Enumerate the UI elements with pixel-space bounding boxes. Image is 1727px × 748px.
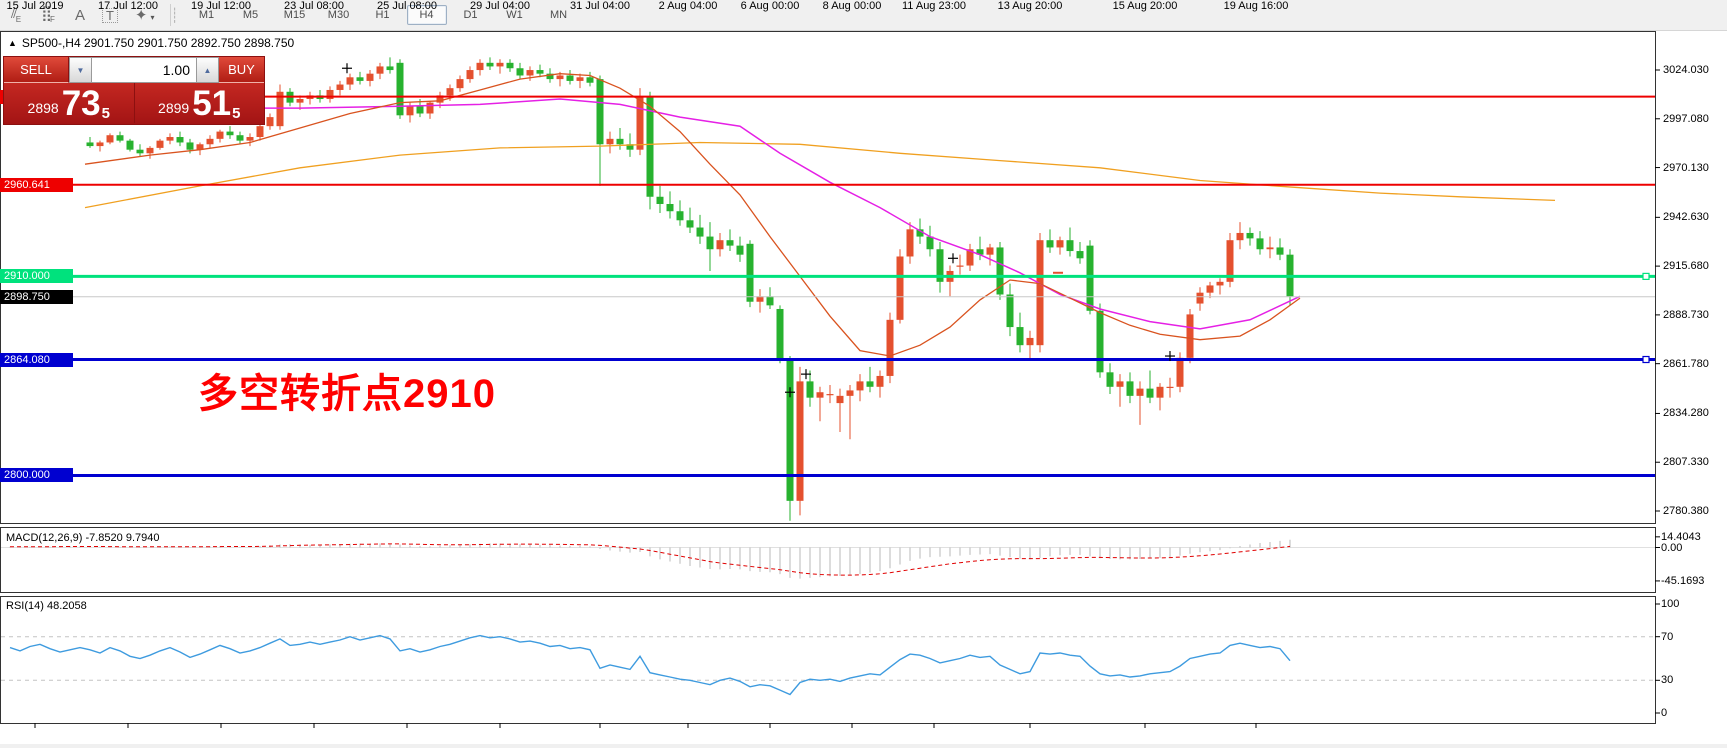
time-axis-label[interactable]: 19 Aug 16:00 [1223,0,1289,12]
chart-title: ▲ SP500-,H4 2901.750 2901.750 2892.750 28… [8,36,294,50]
window-bottom-strip [0,744,1727,748]
time-axis-label[interactable]: 25 Jul 08:00 [377,0,437,12]
timeframe-group: M1 M5 M15 M30 H1 H4 D1 W1 MN [187,5,579,25]
shapes-icon[interactable]: ✦ ▾ [134,6,155,24]
grid-icon[interactable]: ⣿F [41,5,55,24]
timeframe-button-m1[interactable]: M1 [198,9,215,21]
sell-price-pip: 5 [101,105,110,122]
rsi-axis-tick[interactable]: 0 [1661,707,1668,719]
chart-annotation-text: 多空转折点2910 [198,372,496,416]
time-axis-label[interactable]: 6 Aug 00:00 [740,0,800,12]
price-level-badge: 2910.000 [0,269,73,284]
sell-price-big: 73 [61,84,101,123]
time-axis-label[interactable]: 31 Jul 04:00 [570,0,630,12]
sell-price-display[interactable]: 2898 73 5 [4,83,135,123]
toolbar-separator: ┊ [169,4,179,26]
price-axis-tick[interactable]: 2970.130 [1663,161,1709,174]
timeframe-button-m30[interactable]: M30 [327,9,350,21]
timeframe-button-h1[interactable]: H1 [375,9,390,21]
macd-axis-tick[interactable]: 14.4043 [1661,530,1701,543]
indicators-pattern-icon[interactable]: ⫽E [11,5,22,24]
time-axis-label[interactable]: 19 Jul 12:00 [191,0,251,12]
timeframe-button-m5[interactable]: M5 [242,9,259,21]
buy-price-pip: 5 [232,105,241,122]
current-price-badge: 2898.750 [0,289,73,304]
timeframe-button-h4[interactable]: H4 [406,5,447,25]
price-axis-tick[interactable]: 2942.630 [1663,211,1709,224]
price-axis-tick[interactable]: 2861.780 [1663,357,1709,370]
sell-price-handle: 2898 [27,100,59,116]
time-axis-label[interactable]: 15 Aug 20:00 [1112,0,1178,12]
time-axis-label[interactable]: 23 Jul 08:00 [284,0,344,12]
rsi-indicator-label: RSI(14) 48.2058 [6,600,87,612]
one-click-trading-panel: SELL ▼ ▲ BUY 2898 73 5 2899 51 5 [3,56,265,125]
time-axis-label[interactable]: 29 Jul 04:00 [470,0,530,12]
sell-button[interactable]: SELL [4,57,69,83]
price-axis-tick[interactable]: 2915.680 [1663,260,1709,273]
timeframe-button-d1[interactable]: D1 [463,9,478,21]
timeframe-button-w1[interactable]: W1 [506,9,523,21]
toolbar: ⫽E ⣿F A T ✦ ▾ ┊ M1 M5 M15 M30 H1 H4 D1 W1 MN [0,0,1727,31]
timeframe-button-mn[interactable]: MN [549,9,568,21]
price-axis-tick[interactable]: 2997.080 [1663,112,1709,125]
price-axis-tick[interactable]: 2834.280 [1663,407,1709,420]
price-axis-tick[interactable]: 2888.730 [1663,308,1709,321]
toolbar-icons: ⫽E ⣿F A T ✦ ▾ [0,4,158,26]
time-axis-label[interactable]: 15 Jul 2019 [6,0,64,12]
timeframe-button-m15[interactable]: M15 [283,9,306,21]
time-axis-label[interactable]: 11 Aug 23:00 [901,0,967,12]
price-level-badge: 2800.000 [0,468,73,483]
rsi-axis-tick[interactable]: 100 [1661,598,1680,610]
macd-indicator-label: MACD(12,26,9) -7.8520 9.7940 [6,532,160,544]
buy-price-big: 51 [192,84,232,123]
macd-axis-tick[interactable]: -45.1693 [1661,574,1705,587]
time-axis-label[interactable]: 2 Aug 04:00 [658,0,718,12]
price-axis-tick[interactable]: 2807.330 [1663,456,1709,469]
buy-button[interactable]: BUY [219,57,264,83]
volume-increase-button[interactable]: ▲ [196,57,219,83]
volume-input[interactable] [92,57,196,83]
text-box-icon[interactable]: T [101,7,118,23]
text-label-icon[interactable]: A [74,6,85,24]
symbol-ohlc-text: SP500-,H4 2901.750 2901.750 2892.750 289… [21,36,295,50]
rsi-axis-tick[interactable]: 30 [1661,674,1674,687]
price-level-badge: 2864.080 [0,352,73,367]
time-axis-label[interactable]: 8 Aug 00:00 [822,0,882,12]
price-axis-tick[interactable]: 2780.380 [1663,505,1709,517]
price-level-badge: 2960.641 [0,177,73,192]
volume-decrease-button[interactable]: ▼ [69,57,92,83]
buy-price-handle: 2899 [158,100,190,116]
time-axis-label[interactable]: 17 Jul 12:00 [98,0,158,12]
price-axis-tick[interactable]: 3024.030 [1663,64,1709,76]
collapse-triangle-icon[interactable]: ▲ [8,38,17,48]
rsi-axis-tick[interactable]: 70 [1661,630,1674,643]
macd-axis-tick[interactable]: 0.00 [1661,541,1683,554]
time-axis-label[interactable]: 13 Aug 20:00 [997,0,1063,12]
buy-price-display[interactable]: 2899 51 5 [135,83,265,123]
